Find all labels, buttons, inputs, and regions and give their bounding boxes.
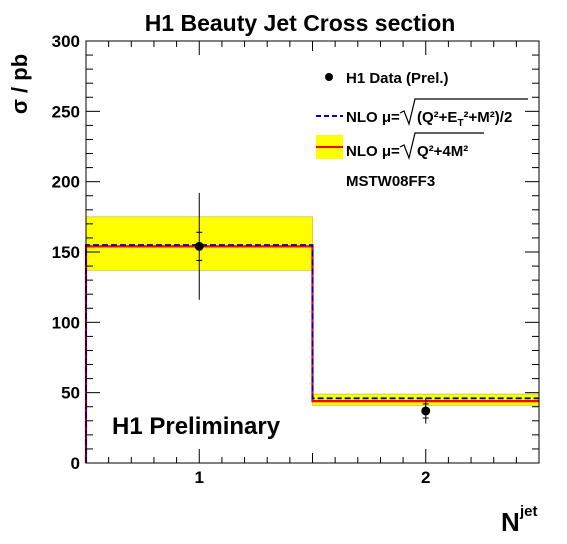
y-tick-label: 250 [52,102,80,121]
legend-entry-nlo-dashed: NLO μ= (Q²+ET²+M²)/2 [316,98,528,129]
x-tick-label: 1 [195,468,204,487]
svg-text:(Q²+ET²+M²)/2: (Q²+ET²+M²)/2 [417,109,512,129]
y-tick-label: 0 [71,454,80,473]
data-point-2-marker [421,406,431,416]
legend-nlo1-sqrt-sign [399,98,528,127]
data-point-2 [421,398,431,424]
data-point-1 [194,192,204,300]
legend: H1 Data (Prel.) NLO μ= (Q²+ET²+M²)/2 NLO… [316,70,528,190]
legend-nlo2-sqrt-sign [399,132,484,161]
y-tick-label: 50 [61,384,80,403]
y-tick-label: 150 [52,243,80,262]
legend-nlo2-radicand: Q²+4M² [417,143,468,160]
y-tick-label: 200 [52,173,80,192]
legend-note: MSTW08FF3 [346,173,435,190]
legend-entry-nlo-band: NLO μ= Q²+4M² [316,132,484,161]
legend-data-marker [325,73,333,81]
y-axis-label: σ / pb [7,54,32,114]
x-axis-label: N jet [501,503,538,537]
chart-title: H1 Beauty Jet Cross section [145,10,456,36]
x-tick-label: 2 [421,468,430,487]
legend-nlo1-radicand: (Q²+E [417,109,457,126]
preliminary-annotation: H1 Preliminary [112,413,281,440]
x-axis-label-main: N [501,507,520,537]
legend-nlo1-sub: T [457,118,463,129]
point-layer [194,192,431,424]
y-tick-label: 100 [52,313,80,332]
legend-nlo2-prefix: NLO μ= [346,143,400,160]
legend-entry-data: H1 Data (Prel.) [325,70,449,87]
data-point-1-marker [194,241,204,251]
legend-nlo1-radicand-rest: ²+M²)/2 [464,109,513,126]
legend-nlo1-prefix: NLO μ= [346,109,400,126]
axis-layer: 0 50 100 150 200 250 300 1 2 [52,32,540,487]
x-axis-label-superscript: jet [519,503,538,520]
legend-data-label: H1 Data (Prel.) [346,70,449,87]
y-tick-label: 300 [52,32,80,51]
